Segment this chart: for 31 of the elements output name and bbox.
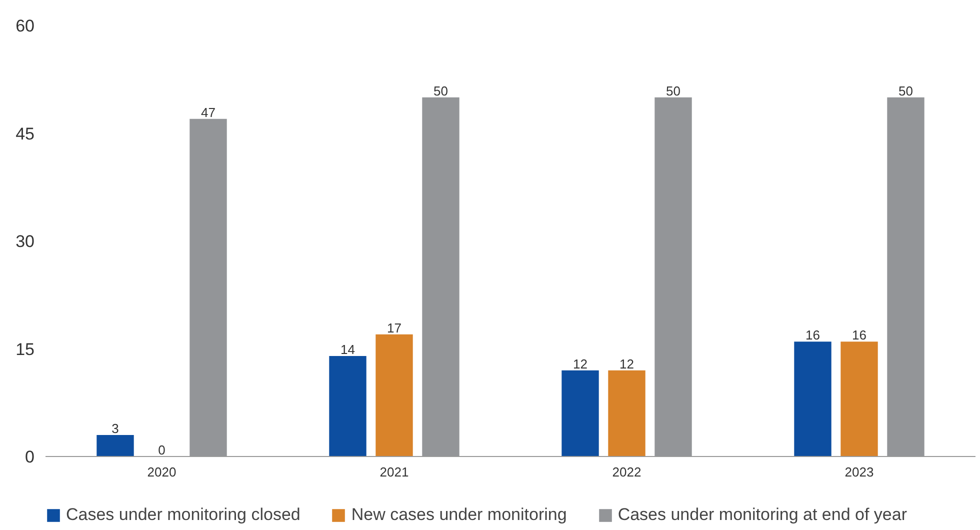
data-label: 17 bbox=[387, 320, 402, 336]
x-tick-label: 2020 bbox=[147, 464, 176, 480]
y-tick-label: 30 bbox=[16, 232, 35, 252]
bar bbox=[96, 434, 134, 457]
data-label: 3 bbox=[112, 420, 119, 436]
y-tick-label: 45 bbox=[16, 124, 35, 144]
data-label: 47 bbox=[201, 104, 216, 120]
legend-label: New cases under monitoring bbox=[351, 505, 567, 525]
y-tick-label: 0 bbox=[25, 448, 35, 467]
data-label: 50 bbox=[898, 83, 913, 98]
legend-label: Cases under monitoring at end of year bbox=[618, 505, 907, 525]
legend-label: Cases under monitoring closed bbox=[66, 505, 300, 525]
bar bbox=[794, 342, 832, 457]
data-label: 12 bbox=[620, 356, 634, 372]
data-label: 0 bbox=[158, 442, 166, 458]
data-label: 50 bbox=[666, 83, 680, 98]
bar bbox=[562, 370, 599, 457]
y-tick-label: 60 bbox=[16, 16, 35, 36]
data-label: 12 bbox=[573, 356, 588, 372]
data-label: 16 bbox=[806, 328, 820, 343]
x-tick-label: 2022 bbox=[612, 464, 642, 480]
bar bbox=[329, 356, 366, 457]
data-label: 50 bbox=[434, 83, 448, 98]
x-tick-label: 2023 bbox=[844, 464, 874, 480]
bar bbox=[376, 334, 413, 457]
data-label: 14 bbox=[340, 342, 355, 357]
data-label: 16 bbox=[852, 328, 866, 343]
x-tick-label: 2021 bbox=[380, 464, 409, 480]
y-tick-label: 15 bbox=[16, 340, 35, 359]
bar bbox=[840, 342, 878, 457]
bar bbox=[608, 370, 646, 457]
